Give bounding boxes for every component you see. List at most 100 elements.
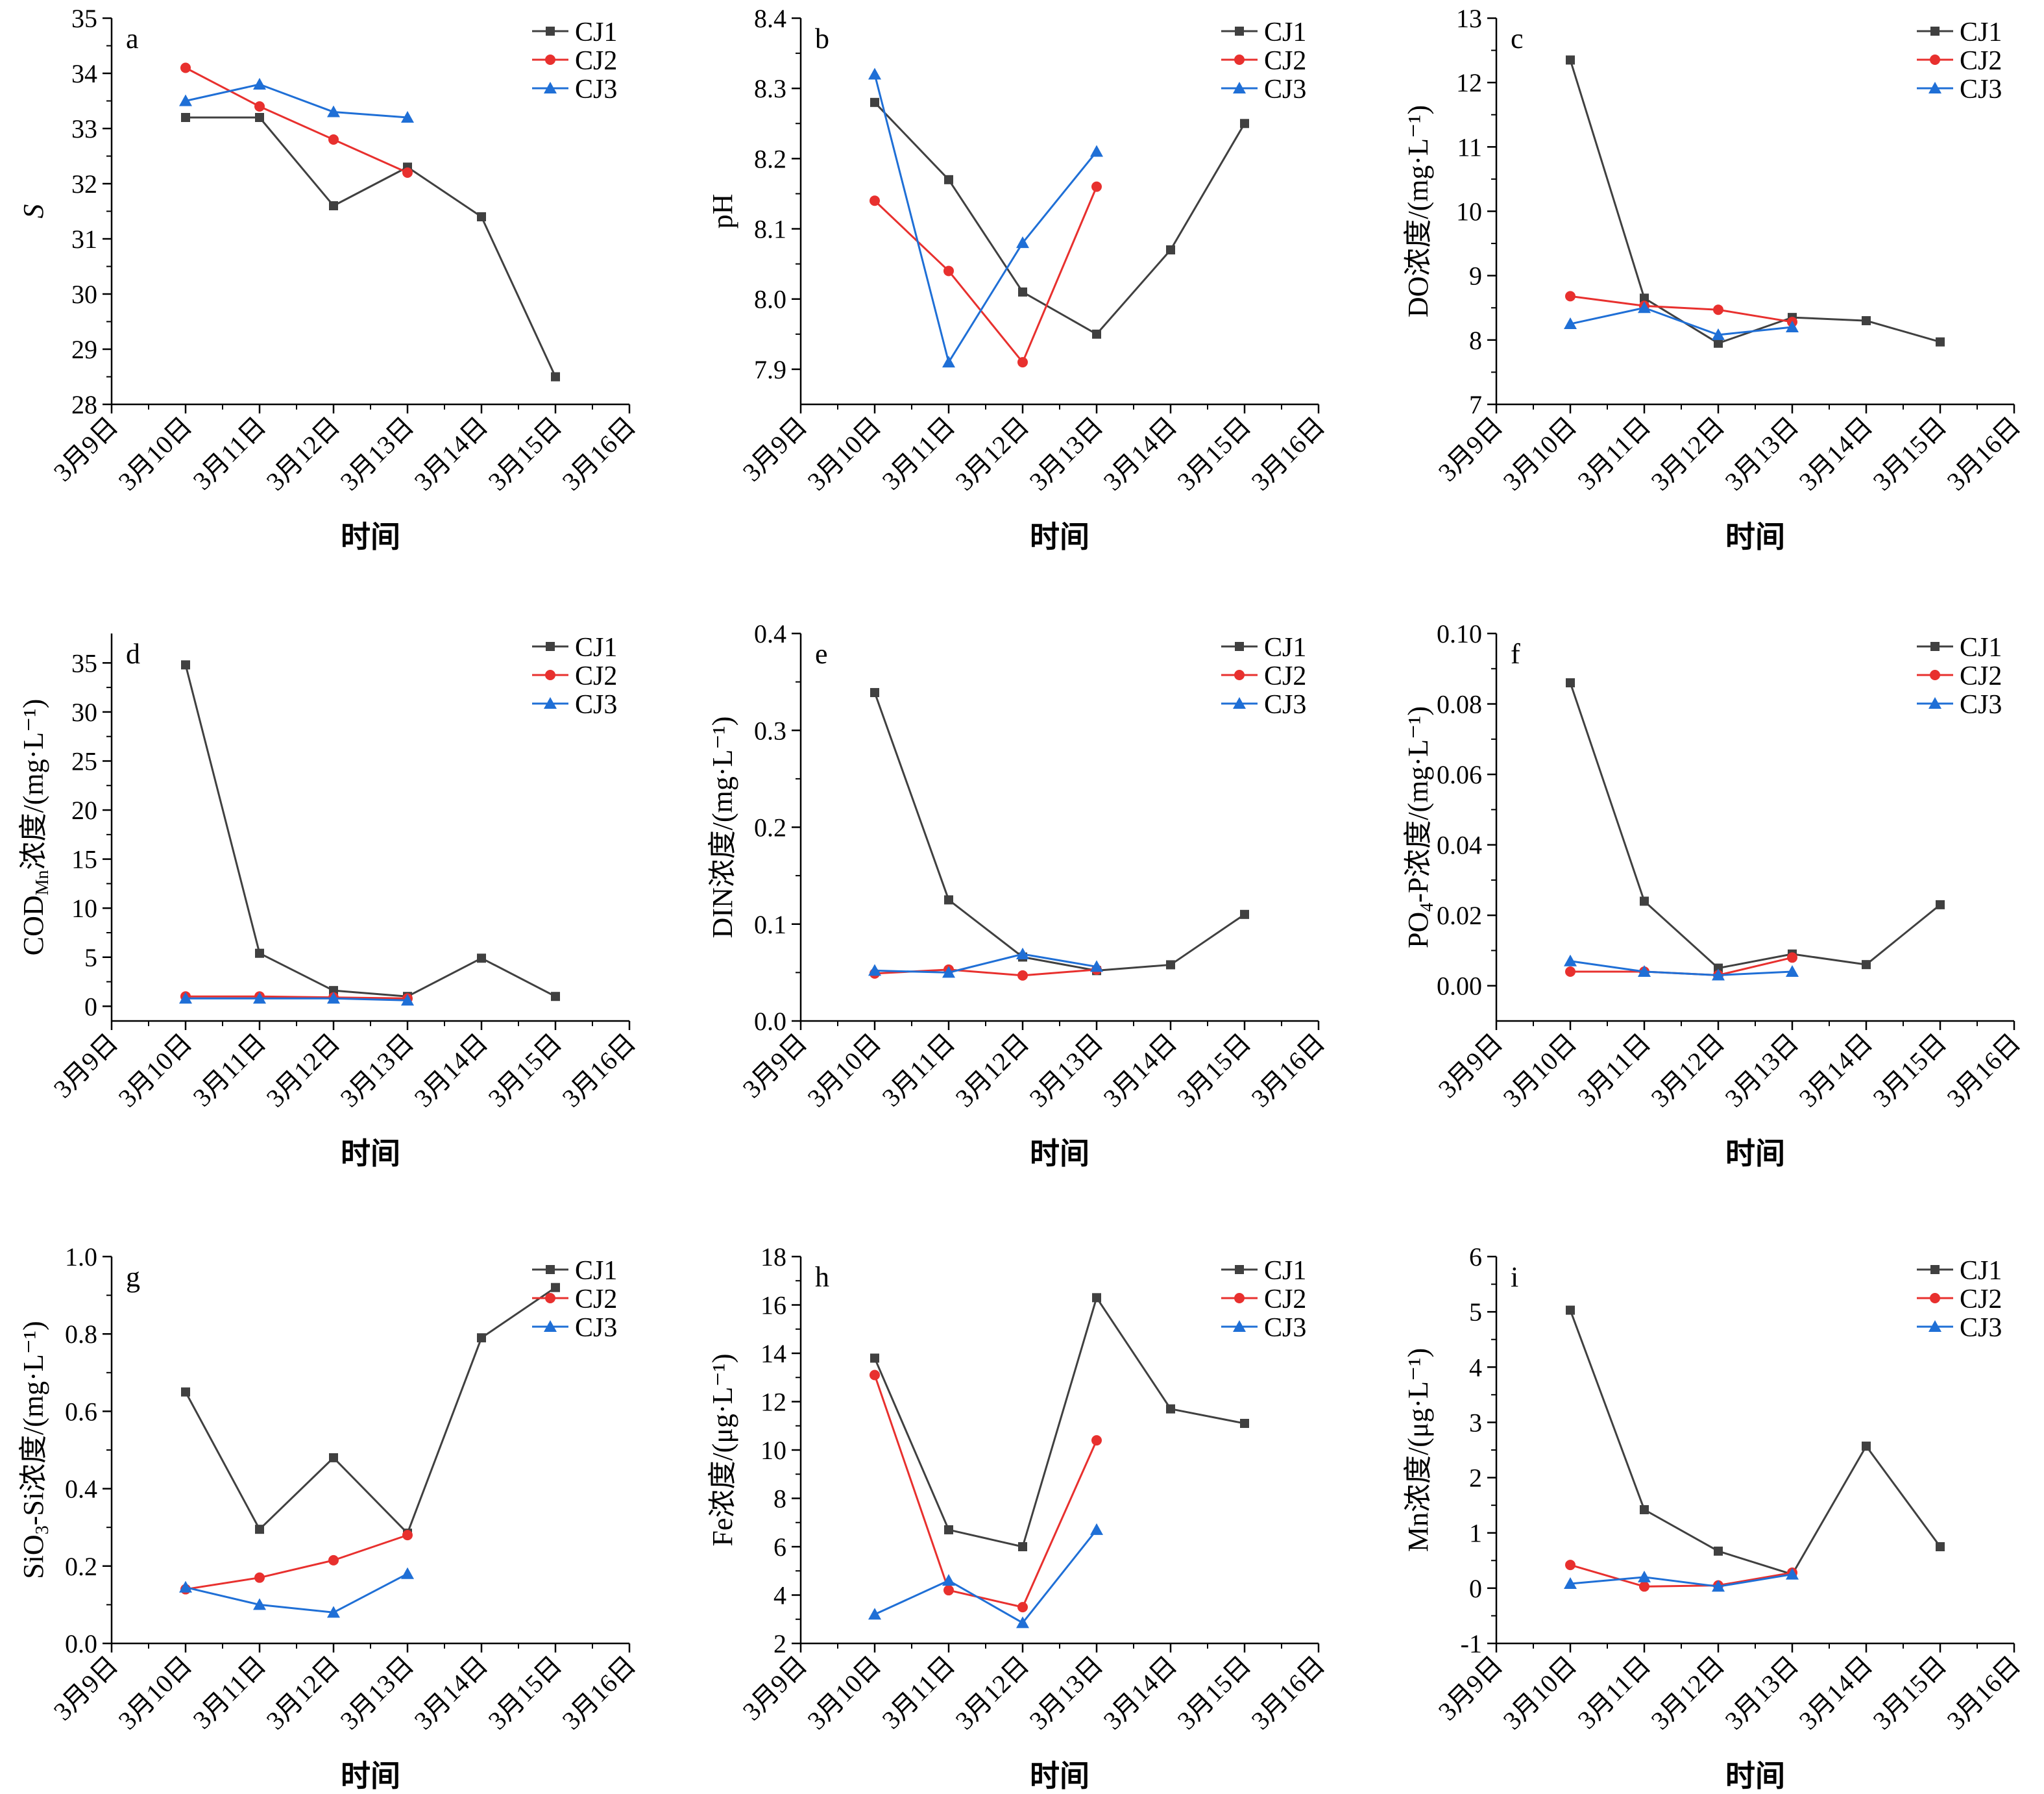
panel-f: 0.000.020.040.060.080.103月9日3月10日3月11日3月… — [1402, 619, 2026, 1170]
panel-label: c — [1511, 23, 1524, 55]
data-point — [551, 372, 560, 382]
legend-marker — [545, 55, 555, 65]
data-point — [255, 1525, 264, 1534]
x-tick-label: 3月16日 — [1246, 1651, 1331, 1736]
series-cj2 — [1565, 952, 1797, 981]
series-line-segment — [948, 1579, 1023, 1624]
data-point — [1712, 968, 1725, 981]
series-line-segment — [948, 899, 1023, 958]
series-line-segment — [1570, 1564, 1645, 1588]
data-point — [870, 195, 880, 206]
series-line-segment — [1570, 960, 1645, 973]
data-point — [1713, 304, 1723, 315]
x-axis-label: 时间 — [1030, 1760, 1089, 1793]
legend-label-cj3: CJ3 — [1264, 1313, 1306, 1343]
series-line-segment — [1021, 186, 1098, 363]
data-point — [181, 1387, 190, 1397]
data-point — [1714, 1546, 1723, 1556]
legend-marker — [546, 642, 555, 651]
x-tick-label: 3月13日 — [335, 1651, 420, 1736]
y-tick-label: 0.1 — [754, 910, 786, 939]
data-point — [1017, 357, 1028, 368]
legend-label-cj3: CJ3 — [575, 690, 617, 720]
x-tick-label: 3月14日 — [1098, 1028, 1183, 1113]
series-line-segment — [333, 1534, 408, 1562]
series-line-segment — [873, 692, 950, 900]
legend-label-cj3: CJ3 — [575, 1313, 617, 1343]
x-tick-label: 3月15日 — [483, 1651, 568, 1736]
y-tick-label: 0 — [84, 992, 97, 1021]
legend-label-cj1: CJ1 — [1960, 633, 2002, 663]
y-tick-label: 16 — [760, 1291, 786, 1320]
y-axis-label: SiO3-Si浓度/(mg·L⁻¹) — [18, 1321, 53, 1579]
series-line-segment — [1644, 970, 1719, 976]
data-point — [1639, 1581, 1649, 1592]
x-tick-label: 3月10日 — [113, 1028, 198, 1113]
data-point — [477, 953, 486, 963]
series-line-segment — [333, 1573, 408, 1614]
data-point — [1016, 948, 1029, 960]
x-axis-label: 时间 — [1725, 1137, 1785, 1170]
x-tick-label: 3月15日 — [483, 412, 568, 497]
series-line-segment — [1718, 956, 1793, 976]
series-line-segment — [258, 117, 335, 206]
legend-label-cj3: CJ3 — [575, 75, 617, 104]
legend-marker — [1928, 697, 1941, 709]
legend-marker — [1233, 697, 1246, 709]
series-line-segment — [184, 664, 261, 954]
y-axis-label: CODMn浓度/(mg·L⁻¹) — [18, 699, 53, 956]
y-tick-label: 4 — [773, 1581, 786, 1610]
x-tick-label: 3月12日 — [950, 412, 1035, 497]
y-tick-label: 30 — [71, 698, 97, 727]
data-point — [942, 966, 955, 978]
y-tick-label: 8 — [773, 1484, 786, 1514]
data-point — [551, 1283, 560, 1292]
series-line-segment — [1643, 900, 1720, 969]
y-tick-label: 34 — [71, 59, 97, 88]
data-point — [253, 992, 266, 1004]
data-point — [1640, 1505, 1649, 1514]
data-point — [868, 68, 881, 80]
data-point — [943, 1585, 954, 1596]
data-point — [870, 1370, 880, 1381]
panel-c: 789101112133月9日3月10日3月11日3月12日3月13日3月14日… — [1402, 4, 2026, 554]
y-tick-label: 8 — [1469, 326, 1482, 355]
legend-marker — [1930, 670, 1940, 680]
data-point — [870, 1353, 879, 1363]
data-point — [1566, 1305, 1575, 1315]
series-line-segment — [1866, 903, 1941, 966]
x-axis-label: 时间 — [1030, 1137, 1089, 1170]
panel-e: 0.00.10.20.30.43月9日3月10日3月11日3月12日3月13日3… — [707, 619, 1330, 1170]
series-line-segment — [874, 969, 949, 974]
y-tick-label: 15 — [71, 845, 97, 874]
series-line-segment — [873, 101, 950, 180]
data-point — [1638, 1570, 1651, 1582]
x-tick-label: 3月16日 — [1941, 1651, 2026, 1736]
data-point — [1862, 316, 1871, 326]
legend-label-cj2: CJ2 — [1264, 661, 1306, 691]
y-axis-label: Fe浓度/(μg·L⁻¹) — [707, 1353, 738, 1546]
panel-label: b — [815, 23, 829, 55]
y-tick-label: 14 — [760, 1339, 786, 1368]
data-point — [1714, 338, 1723, 348]
legend-label-cj2: CJ2 — [1960, 661, 2002, 691]
data-point — [179, 1580, 192, 1593]
data-point — [1640, 896, 1649, 906]
data-point — [1936, 900, 1945, 909]
series-line-segment — [333, 166, 408, 207]
y-axis-label: DO浓度/(mg·L⁻¹) — [1402, 105, 1434, 317]
data-point — [1712, 328, 1725, 340]
data-point — [401, 111, 414, 123]
y-tick-label: 13 — [1456, 4, 1482, 33]
y-tick-label: 0.3 — [754, 716, 786, 745]
series-line-segment — [1022, 956, 1097, 972]
series-line-segment — [184, 1391, 261, 1530]
data-point — [942, 356, 955, 368]
series-cj2 — [870, 1370, 1102, 1613]
legend-marker — [1234, 1293, 1245, 1303]
y-tick-label: 25 — [71, 746, 97, 776]
legend-label-cj1: CJ1 — [1264, 18, 1306, 47]
panel-a: 28293031323334353月9日3月10日3月11日3月12日3月13日… — [18, 4, 641, 554]
y-tick-label: 35 — [71, 4, 97, 33]
